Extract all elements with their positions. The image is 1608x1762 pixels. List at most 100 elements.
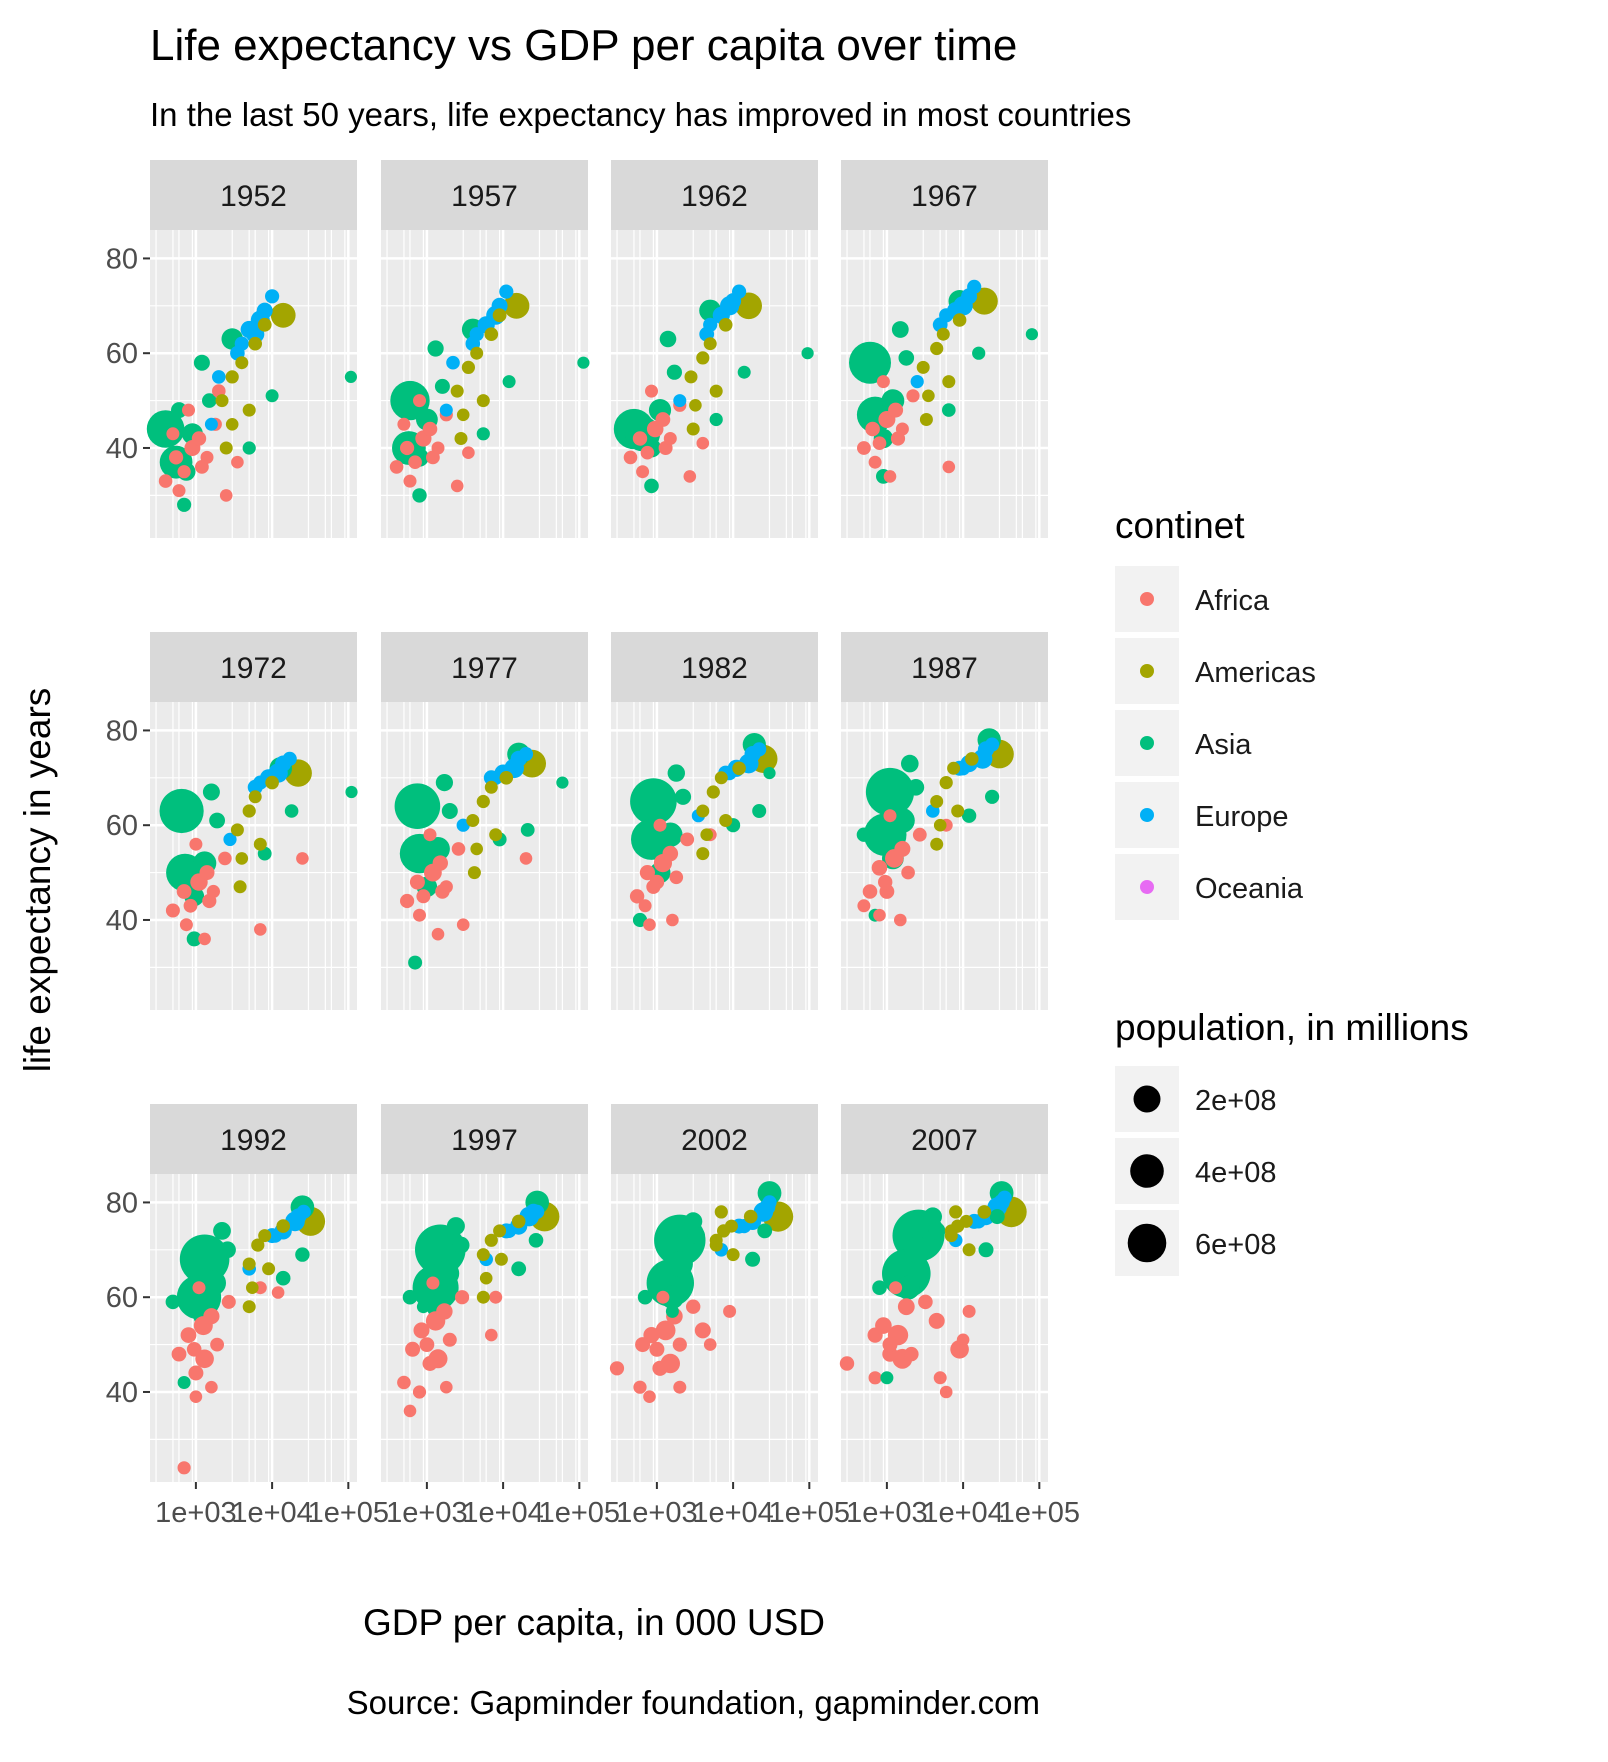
- data-point-americas: [696, 351, 710, 365]
- x-tick-label: 1e+04: [922, 1497, 1003, 1529]
- facet-1962: 1962: [611, 160, 818, 538]
- data-point-africa: [186, 1342, 202, 1357]
- x-tick-label: 1e+05: [999, 1497, 1080, 1529]
- data-point-africa: [179, 918, 193, 932]
- facet-strip-label: 1962: [681, 180, 748, 213]
- data-point-europe: [502, 1223, 517, 1238]
- data-point-americas: [684, 370, 698, 384]
- data-point-africa: [703, 1338, 717, 1351]
- data-point-asia: [1025, 328, 1038, 341]
- facet-strip: [150, 1104, 357, 1174]
- data-point-africa: [442, 1332, 457, 1347]
- facet-strip-label: 2002: [681, 1124, 748, 1157]
- data-point-americas: [503, 292, 530, 319]
- data-point-americas: [242, 1300, 256, 1314]
- data-point-americas: [703, 337, 717, 351]
- size-legend-label: 4e+08: [1195, 1157, 1276, 1189]
- legend-label-oceania: Oceania: [1195, 873, 1304, 905]
- data-point-americas: [696, 804, 710, 818]
- data-point-asia: [426, 837, 450, 861]
- x-tick-label: 1e+03: [386, 1497, 467, 1529]
- data-point-americas: [225, 418, 239, 431]
- data-point-americas: [248, 336, 262, 351]
- y-tick-label: 80: [106, 1187, 138, 1219]
- data-point-africa: [171, 1346, 187, 1362]
- facet-strip: [841, 1104, 1048, 1174]
- data-point-asia: [556, 776, 569, 789]
- data-point-americas: [930, 795, 944, 808]
- data-point-africa: [623, 450, 638, 465]
- data-point-americas: [936, 327, 950, 341]
- data-point-africa: [431, 927, 445, 941]
- data-point-asia: [295, 1247, 310, 1262]
- data-point-africa: [218, 851, 232, 866]
- data-point-africa: [868, 1371, 882, 1385]
- data-point-asia: [666, 1250, 693, 1278]
- facet-strip-label: 2007: [911, 1124, 978, 1157]
- data-point-africa: [165, 903, 180, 918]
- legend-swatch-oceania: [1140, 880, 1154, 894]
- data-point-europe: [939, 308, 954, 323]
- y-tick-label: 60: [106, 810, 138, 842]
- data-point-africa: [643, 918, 656, 931]
- data-point-africa: [629, 889, 645, 904]
- data-point-asia: [427, 340, 444, 357]
- data-point-americas: [718, 318, 733, 332]
- data-point-africa: [422, 421, 438, 437]
- color-legend-title: continet: [1115, 505, 1245, 546]
- data-point-americas: [450, 384, 464, 398]
- data-point-africa: [198, 932, 211, 946]
- data-point-africa: [455, 1290, 470, 1305]
- data-point-africa: [609, 1361, 625, 1376]
- data-point-americas: [959, 1214, 973, 1228]
- data-point-americas: [686, 422, 700, 436]
- data-point-asia: [412, 488, 427, 503]
- data-point-asia: [849, 341, 891, 384]
- data-point-americas: [919, 413, 933, 426]
- data-point-asia: [898, 350, 915, 366]
- y-tick-label: 60: [106, 338, 138, 370]
- data-point-africa: [439, 880, 453, 894]
- data-point-europe: [212, 370, 226, 384]
- data-point-americas: [494, 1252, 508, 1266]
- data-point-americas: [933, 818, 947, 832]
- data-point-africa: [199, 865, 215, 881]
- data-point-asia: [891, 321, 909, 338]
- data-point-africa: [192, 1281, 206, 1295]
- data-point-americas: [235, 852, 249, 865]
- data-point-africa: [423, 828, 437, 842]
- data-point-africa: [673, 1380, 687, 1394]
- data-point-africa: [672, 1337, 687, 1352]
- data-point-africa: [450, 479, 464, 493]
- facet-strip-label: 1957: [451, 180, 518, 213]
- data-point-africa: [397, 417, 411, 431]
- data-point-africa: [904, 1346, 919, 1362]
- data-point-europe: [256, 302, 273, 319]
- data-point-asia: [757, 1223, 773, 1239]
- data-point-americas: [930, 341, 944, 356]
- data-point-africa: [646, 879, 661, 894]
- data-point-asia: [434, 378, 450, 394]
- facet-strip-label: 1997: [451, 1124, 518, 1157]
- data-point-africa: [462, 446, 475, 460]
- data-point-asia: [202, 393, 217, 408]
- data-point-asia: [674, 788, 692, 805]
- data-point-africa: [633, 1380, 647, 1394]
- data-point-africa: [271, 1286, 285, 1299]
- data-point-asia: [177, 497, 192, 512]
- facet-strip: [611, 160, 818, 230]
- size-legend-title: population, in millions: [1115, 1007, 1469, 1048]
- data-point-europe: [985, 737, 1000, 752]
- plot-panel: [150, 230, 357, 538]
- data-point-africa: [901, 865, 915, 880]
- data-point-asia: [630, 778, 677, 825]
- data-point-europe: [265, 289, 280, 304]
- data-point-africa: [895, 422, 909, 436]
- y-tick-label: 60: [106, 1282, 138, 1314]
- data-point-europe: [234, 336, 249, 351]
- data-point-africa: [203, 1308, 220, 1325]
- data-point-africa: [888, 402, 904, 418]
